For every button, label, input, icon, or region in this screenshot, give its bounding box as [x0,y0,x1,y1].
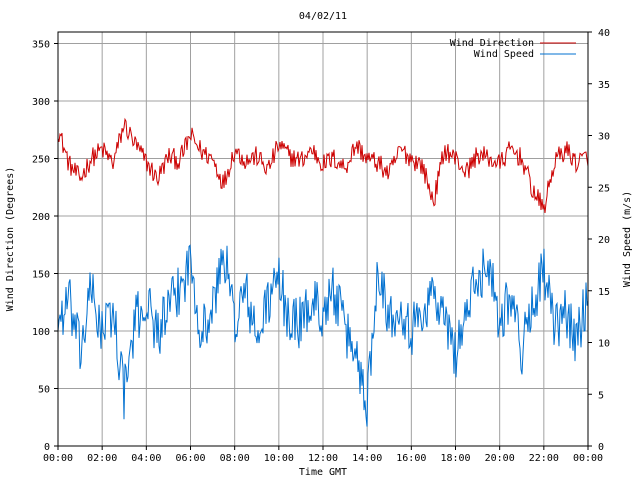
y2-tick-label: 35 [598,80,610,91]
y-tick-label: 100 [32,327,50,338]
x-tick-label: 10:00 [264,453,294,464]
x-tick-label: 18:00 [440,453,470,464]
y-tick-label: 200 [32,212,50,223]
y2-tick-label: 25 [598,183,610,194]
chart-title: 04/02/11 [299,11,347,22]
x-tick-label: 02:00 [87,453,117,464]
axis-ticks: 00:00 02:00 04:00 06:00 08:00 10:00 12:00 14:00… [32,28,610,464]
y2-axis-label: Wind Speed (m/s) [622,191,633,287]
x-tick-label: 20:00 [485,453,515,464]
x-tick-label: 12:00 [308,453,338,464]
y-tick-label: 250 [32,155,50,166]
y-tick-label: 0 [44,442,50,453]
grid [58,32,588,446]
x-tick-label: 08:00 [220,453,250,464]
y-tick-label: 300 [32,97,50,108]
y2-tick-label: 0 [598,442,604,453]
y2-tick-label: 40 [598,28,610,39]
series-line-wind-speed [57,244,589,427]
y-tick-label: 350 [32,40,50,51]
series-layer [57,117,589,427]
x-axis-label: Time GMT [299,467,347,478]
x-tick-label: 16:00 [396,453,426,464]
legend-label: Wind Speed [474,49,534,60]
y-tick-label: 50 [38,385,50,396]
y2-tick-label: 15 [598,287,610,298]
y2-tick-label: 5 [598,390,604,401]
x-tick-label: 14:00 [352,453,382,464]
y2-tick-label: 20 [598,235,610,246]
x-tick-label: 00:00 [573,453,603,464]
y-tick-label: 150 [32,270,50,281]
x-tick-label: 06:00 [175,453,205,464]
y2-tick-label: 10 [598,339,610,350]
legend-label: Wind Direction [450,38,534,49]
x-tick-label: 00:00 [43,453,73,464]
x-tick-label: 22:00 [529,453,559,464]
series-line-wind-direction [57,117,589,214]
y-axis-label: Wind Direction (Degrees) [5,167,16,312]
y2-tick-label: 30 [598,132,610,143]
x-tick-label: 04:00 [131,453,161,464]
